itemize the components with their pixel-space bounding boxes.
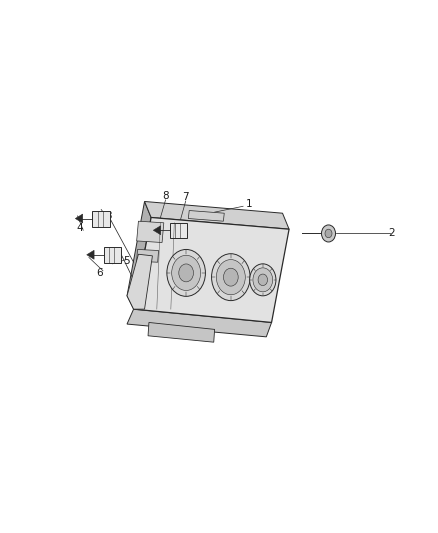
Text: 2: 2 xyxy=(389,228,396,238)
Text: 5: 5 xyxy=(123,256,130,266)
Circle shape xyxy=(253,268,272,292)
Polygon shape xyxy=(87,251,94,259)
Text: 4: 4 xyxy=(76,223,83,233)
Text: 6: 6 xyxy=(96,268,103,278)
Circle shape xyxy=(216,260,245,295)
Text: 1: 1 xyxy=(245,199,252,208)
Polygon shape xyxy=(127,201,151,309)
Text: 7: 7 xyxy=(182,192,189,202)
Polygon shape xyxy=(134,217,289,322)
Polygon shape xyxy=(92,211,110,227)
Text: 3: 3 xyxy=(105,211,112,221)
Polygon shape xyxy=(127,309,272,337)
Circle shape xyxy=(250,264,276,296)
Circle shape xyxy=(212,254,250,301)
Polygon shape xyxy=(153,226,161,235)
Circle shape xyxy=(167,249,205,296)
Circle shape xyxy=(325,229,332,238)
Polygon shape xyxy=(148,322,215,342)
Polygon shape xyxy=(170,223,187,238)
Text: 8: 8 xyxy=(162,191,169,201)
Polygon shape xyxy=(75,214,83,223)
Polygon shape xyxy=(145,201,289,229)
Circle shape xyxy=(179,264,194,282)
Polygon shape xyxy=(127,254,152,309)
Polygon shape xyxy=(137,221,164,243)
Polygon shape xyxy=(137,249,159,262)
Circle shape xyxy=(223,268,238,286)
Circle shape xyxy=(172,255,201,290)
Polygon shape xyxy=(188,211,224,221)
Polygon shape xyxy=(104,247,121,263)
Circle shape xyxy=(258,274,268,286)
Circle shape xyxy=(321,225,336,242)
